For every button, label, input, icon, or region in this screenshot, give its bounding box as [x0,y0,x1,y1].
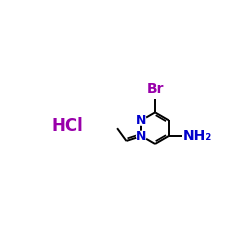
Text: N: N [136,130,146,142]
Text: Br: Br [146,82,164,96]
Text: HCl: HCl [52,117,83,135]
Circle shape [136,116,146,125]
Circle shape [136,131,146,141]
Text: N: N [136,114,146,127]
Text: NH₂: NH₂ [183,129,212,143]
